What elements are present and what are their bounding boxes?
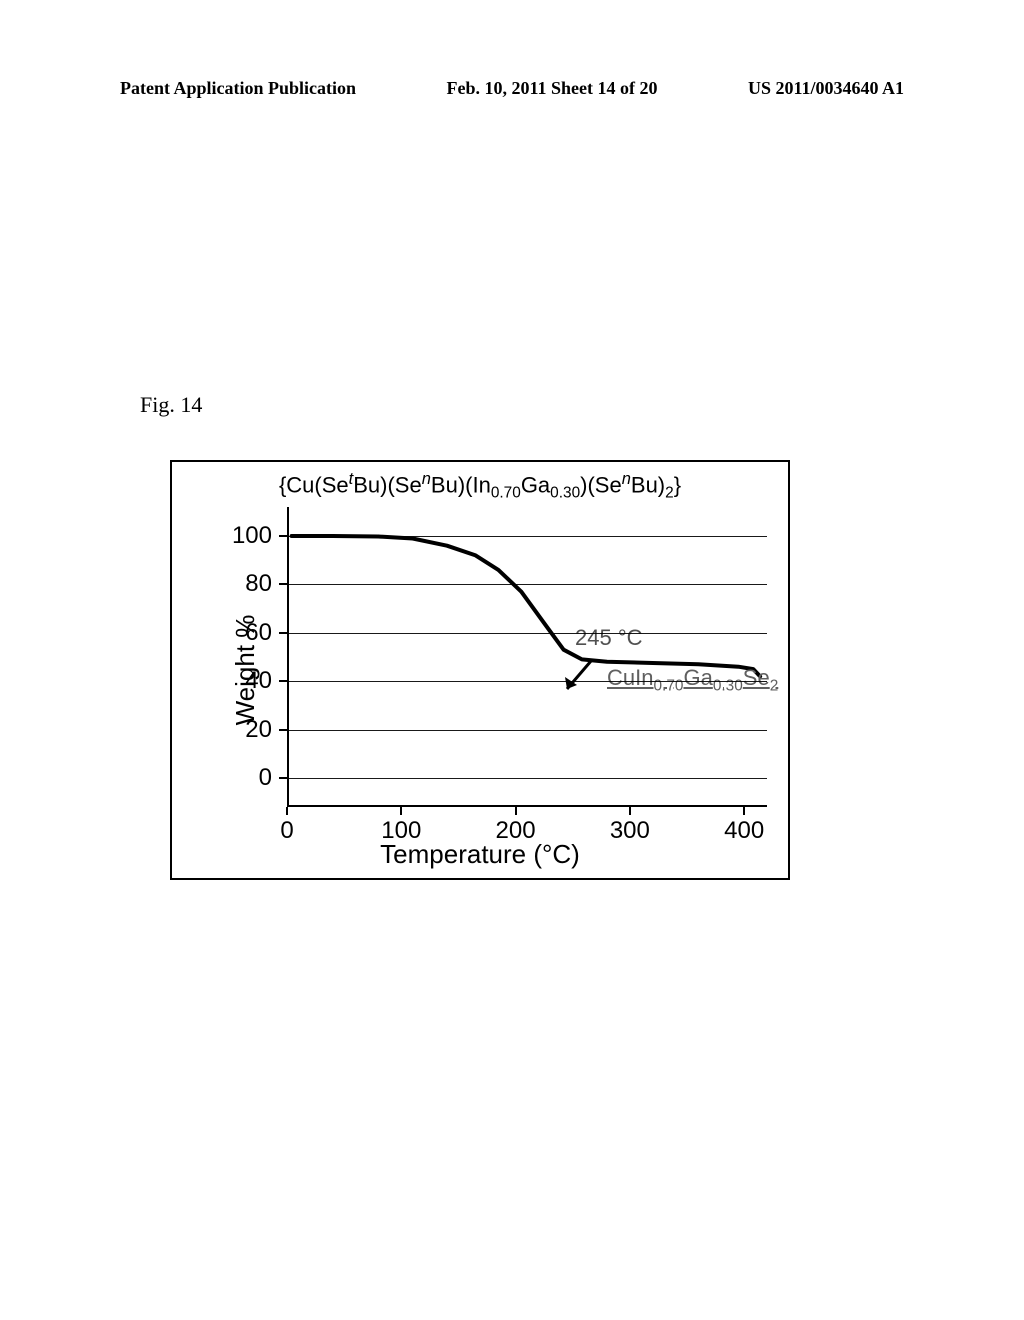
x-tick-mark [743,807,745,815]
x-axis-title: Temperature (°C) [172,839,788,870]
y-tick-mark [279,680,287,682]
x-tick-mark [400,807,402,815]
grid-line [287,778,767,779]
page-header: Patent Application Publication Feb. 10, … [120,78,904,99]
y-tick-mark [279,632,287,634]
y-tick-mark [279,535,287,537]
x-tick-label: 0 [280,817,293,845]
x-tick-label: 400 [724,817,764,845]
x-tick-mark [629,807,631,815]
header-right: US 2011/0034640 A1 [748,78,904,99]
figure-label: Fig. 14 [140,392,202,418]
arrow-icon [559,657,599,697]
x-tick-label: 300 [610,817,650,845]
y-tick-mark [279,777,287,779]
y-tick-label: 20 [212,716,272,744]
y-tick-label: 60 [212,619,272,647]
chart-title: {Cu(SetBu)(SenBu)(In0.70Ga0.30)(SenBu)2} [172,470,788,503]
x-tick-mark [286,807,288,815]
header-center: Feb. 10, 2011 Sheet 14 of 20 [447,78,658,99]
x-tick-mark [515,807,517,815]
tga-chart: {Cu(SetBu)(SenBu)(In0.70Ga0.30)(SenBu)2}… [170,460,790,880]
product-formula-annotation: CuIn0.70Ga0.30Se2 [607,665,778,695]
data-curve [287,507,767,807]
x-tick-label: 100 [381,817,421,845]
grid-line [287,633,767,634]
y-tick-label: 100 [212,522,272,550]
grid-line [287,584,767,585]
y-tick-label: 40 [212,667,272,695]
x-tick-label: 200 [496,817,536,845]
y-tick-label: 80 [212,570,272,598]
tga-curve [292,536,760,676]
y-tick-mark [279,729,287,731]
grid-line [287,536,767,537]
temp-annotation: 245 °C [575,625,643,651]
grid-line [287,730,767,731]
grid-line [287,681,767,682]
header-left: Patent Application Publication [120,78,356,99]
y-tick-label: 0 [212,764,272,792]
y-tick-mark [279,583,287,585]
plot-area: 245 °C CuIn0.70Ga0.30Se2 020406080100010… [287,507,767,807]
